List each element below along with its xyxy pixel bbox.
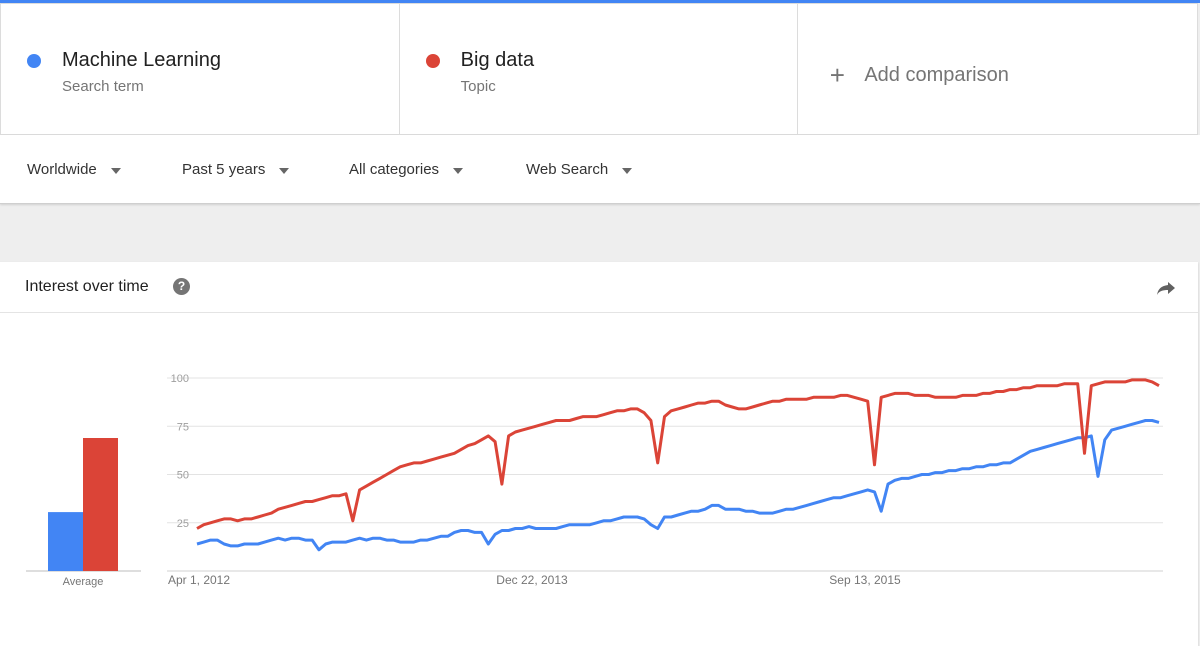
caret-down-icon (110, 167, 121, 174)
share-icon[interactable] (1155, 278, 1177, 298)
x-tick-labels: Apr 1, 2012 Dec 22, 2013 Sep 13, 2015 (168, 573, 901, 587)
term-card-big-data[interactable]: Big data Topic (400, 4, 799, 134)
region-dropdown[interactable]: Worldwide (27, 161, 121, 178)
x-tick-label: Dec 22, 2013 (496, 573, 568, 587)
time-range-label: Past 5 years (182, 161, 266, 178)
series-lines (196, 378, 1160, 552)
y-tick-label: 50 (177, 470, 189, 482)
average-bar-machine-learning (48, 512, 83, 571)
card-header: Interest over time ? (0, 262, 1198, 313)
series-line-big-data (196, 378, 1160, 530)
help-icon[interactable]: ? (173, 278, 190, 295)
top-accent-bar (0, 0, 1200, 3)
plus-icon: + (829, 60, 845, 90)
caret-down-icon (453, 167, 464, 174)
average-bars: Average (26, 438, 141, 588)
time-range-dropdown[interactable]: Past 5 years (182, 161, 290, 178)
term-type: Search term (62, 78, 144, 95)
y-tick-labels: 25 50 75 100 (171, 373, 189, 530)
search-property-dropdown[interactable]: Web Search (526, 161, 633, 178)
search-property-label: Web Search (526, 161, 609, 178)
interest-over-time-card: Interest over time ? 25 50 75 100 Apr 1, 20… (0, 262, 1198, 646)
x-tick-label: Sep 13, 2015 (829, 573, 901, 587)
card-title: Interest over time (25, 278, 149, 295)
add-comparison-button[interactable]: + Add comparison (826, 62, 1009, 88)
term-card-machine-learning[interactable]: Machine Learning Search term (1, 4, 400, 134)
average-bar-big-data (83, 438, 118, 571)
gridlines (167, 377, 1163, 572)
term-name: Big data (460, 49, 535, 71)
add-comparison-label: Add comparison (864, 63, 1009, 86)
filter-bar: Worldwide Past 5 years All categories We… (0, 135, 1200, 204)
category-label: All categories (349, 161, 440, 178)
caret-down-icon (622, 167, 633, 174)
y-tick-label: 25 (177, 518, 189, 530)
interest-chart: 25 50 75 100 Apr 1, 2012 Dec 22, 2013 Sep 13,… (26, 373, 1163, 588)
series-line-machine-learning (196, 419, 1160, 552)
add-comparison-card: + Add comparison (798, 4, 1197, 134)
term-name: Machine Learning (62, 49, 221, 71)
y-tick-label: 75 (177, 421, 189, 433)
comparison-terms-bar: Machine Learning Search term Big data To… (0, 3, 1198, 135)
y-tick-label: 100 (171, 373, 189, 385)
term-type: Topic (460, 78, 496, 95)
category-dropdown[interactable]: All categories (349, 161, 464, 178)
series-color-dot (425, 54, 440, 68)
caret-down-icon (279, 167, 290, 174)
series-color-dot (27, 54, 41, 68)
average-label: Average (63, 576, 104, 588)
region-label: Worldwide (27, 161, 97, 178)
x-tick-label: Apr 1, 2012 (168, 573, 230, 587)
